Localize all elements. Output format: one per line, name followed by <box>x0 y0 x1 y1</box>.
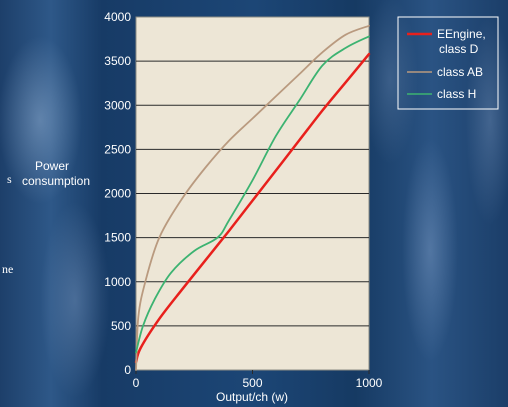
y-axis-ticks: 0 500 1000 1500 2000 2500 3000 3500 4000 <box>104 10 131 377</box>
y-tick-label: 4000 <box>104 10 131 24</box>
legend: EEngine, class D class AB class H <box>397 16 499 110</box>
x-tick-label: 1000 <box>356 376 383 390</box>
series-lines <box>134 24 371 371</box>
x-tick-label: 500 <box>242 376 262 390</box>
y-tick-label: 2500 <box>104 142 131 156</box>
y-tick-label: 0 <box>124 363 131 377</box>
y-tick-label: 3500 <box>104 54 131 68</box>
y-tick-label: 500 <box>111 319 131 333</box>
legend-label-class-d-line-2: class D <box>439 42 479 56</box>
series-line-class-h <box>135 35 370 354</box>
y-tick-label: 2000 <box>104 187 131 201</box>
series-line-class-ab <box>135 24 370 371</box>
series-line-class-d <box>134 52 371 364</box>
x-tick-label: 0 <box>133 376 140 390</box>
y-axis-label-line-1: Power <box>35 159 69 173</box>
legend-box <box>397 16 499 110</box>
legend-label-class-h: class H <box>437 87 476 101</box>
y-tick-label: 3000 <box>104 98 131 112</box>
legend-label-class-d-line-1: EEngine, <box>437 27 486 41</box>
y-axis-label-line-2: consumption <box>22 174 90 188</box>
x-axis-ticks: 0 500 1000 <box>133 370 383 390</box>
edge-text-fragment-1: s <box>7 172 12 186</box>
edge-text-fragment-2: ne <box>2 262 13 276</box>
y-tick-label: 1500 <box>104 231 131 245</box>
y-tick-label: 1000 <box>104 275 131 289</box>
legend-label-class-ab: class AB <box>437 65 483 79</box>
gridlines <box>136 60 369 327</box>
x-axis-label: Output/ch (w) <box>216 390 288 404</box>
